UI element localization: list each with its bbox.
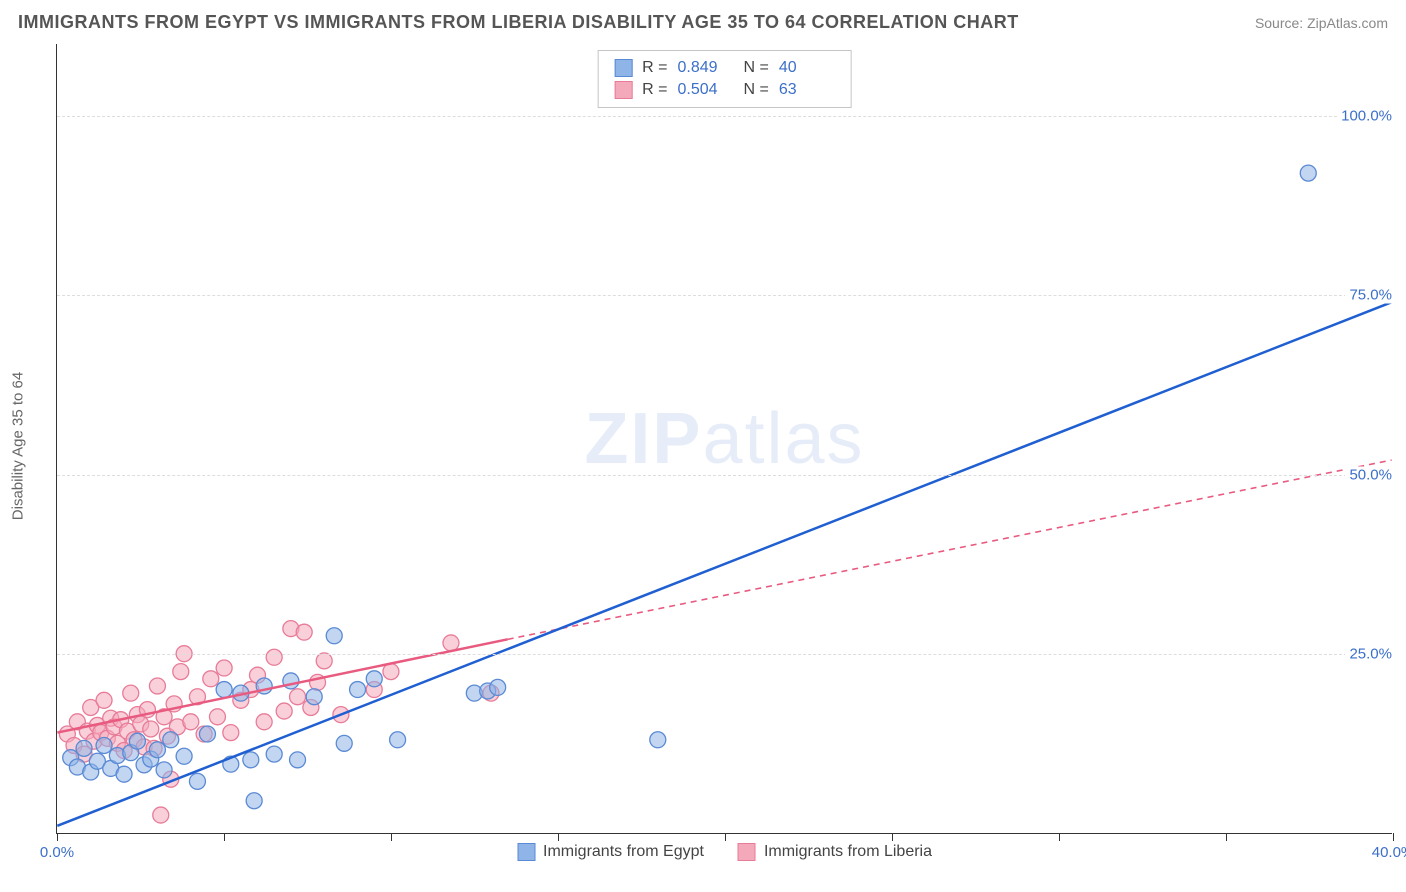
chart-plot-area: ZIPatlas R = 0.849 N = 40 R = 0.504 N = … <box>56 44 1392 834</box>
gridline <box>57 116 1392 117</box>
xtick <box>558 833 559 841</box>
ytick-label: 50.0% <box>1345 466 1396 483</box>
gridline <box>57 654 1392 655</box>
bottom-legend: Immigrants from Egypt Immigrants from Li… <box>517 843 932 861</box>
stats-row-liberia: R = 0.504 N = 63 <box>614 79 835 101</box>
chart-title: IMMIGRANTS FROM EGYPT VS IMMIGRANTS FROM… <box>18 12 1019 33</box>
xtick <box>57 833 58 841</box>
xtick <box>1393 833 1394 841</box>
xtick <box>391 833 392 841</box>
swatch-liberia <box>614 81 632 99</box>
gridline <box>57 475 1392 476</box>
stats-legend-box: R = 0.849 N = 40 R = 0.504 N = 63 <box>597 50 852 108</box>
scatter-svg <box>57 44 1392 833</box>
legend-item-egypt: Immigrants from Egypt <box>517 843 704 861</box>
stats-row-egypt: R = 0.849 N = 40 <box>614 57 835 79</box>
xtick <box>224 833 225 841</box>
swatch-egypt-b <box>517 843 535 861</box>
xtick-label: 40.0% <box>1372 844 1406 861</box>
ytick-label: 75.0% <box>1345 287 1396 304</box>
source-label: Source: ZipAtlas.com <box>1255 15 1388 31</box>
xtick <box>892 833 893 841</box>
ytick-label: 25.0% <box>1345 646 1396 663</box>
swatch-liberia-b <box>738 843 756 861</box>
xtick <box>1059 833 1060 841</box>
xtick <box>725 833 726 841</box>
swatch-egypt <box>614 59 632 77</box>
xtick-label: 0.0% <box>40 844 74 861</box>
xtick <box>1226 833 1227 841</box>
legend-item-liberia: Immigrants from Liberia <box>738 843 932 861</box>
y-axis-label: Disability Age 35 to 64 <box>10 372 27 520</box>
ytick-label: 100.0% <box>1337 107 1396 124</box>
gridline <box>57 295 1392 296</box>
